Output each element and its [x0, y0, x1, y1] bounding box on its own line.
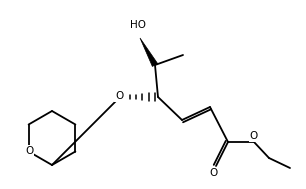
Polygon shape	[140, 38, 158, 67]
Text: HO: HO	[130, 20, 146, 30]
Text: O: O	[25, 146, 34, 156]
Text: O: O	[115, 91, 123, 101]
Text: O: O	[250, 131, 258, 141]
Text: O: O	[210, 168, 218, 178]
